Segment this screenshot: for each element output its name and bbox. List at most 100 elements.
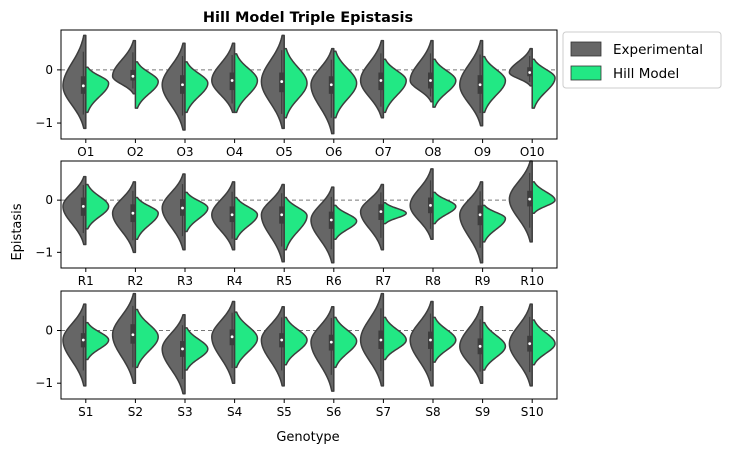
violin-experimental-O3 bbox=[161, 42, 186, 131]
violin-experimental-O6 bbox=[310, 47, 335, 135]
y-tick-label: 0 bbox=[45, 63, 53, 77]
median-experimental-R7 bbox=[379, 210, 383, 214]
median-experimental-O1 bbox=[81, 84, 85, 88]
x-tick-label-R8: R8 bbox=[425, 274, 441, 288]
violin-hill-model-S9 bbox=[481, 321, 507, 371]
violin-experimental-R8 bbox=[409, 168, 434, 241]
violin-experimental-S6 bbox=[310, 306, 335, 392]
x-tick-label-S9: S9 bbox=[475, 405, 490, 419]
median-experimental-O4 bbox=[230, 79, 234, 82]
violin-experimental-O8 bbox=[409, 39, 434, 103]
x-tick-label-R5: R5 bbox=[276, 274, 292, 288]
x-tick-label-S3: S3 bbox=[177, 405, 192, 419]
x-tick-label-S6: S6 bbox=[326, 405, 341, 419]
violin-hill-model-O3 bbox=[184, 61, 209, 114]
x-tick-label-O6: O6 bbox=[325, 145, 342, 159]
violin-hill-model-S8 bbox=[432, 316, 457, 363]
median-experimental-S9 bbox=[478, 344, 482, 348]
violin-experimental-S1 bbox=[62, 303, 87, 387]
x-tick-label-O4: O4 bbox=[226, 145, 243, 159]
x-tick-label-O9: O9 bbox=[474, 145, 491, 159]
x-tick-label-O7: O7 bbox=[375, 145, 392, 159]
x-tick-label-R10: R10 bbox=[520, 274, 544, 288]
violin-hill-model-O2 bbox=[134, 61, 159, 109]
median-experimental-S10 bbox=[528, 342, 532, 346]
violin-hill-model-R4 bbox=[233, 196, 259, 241]
median-experimental-O7 bbox=[379, 79, 383, 82]
violin-hill-model-S1 bbox=[85, 321, 110, 361]
x-axis-label: Genotype bbox=[276, 430, 339, 445]
violin-experimental-R5 bbox=[260, 183, 285, 263]
y-tick-label: 0 bbox=[45, 193, 53, 207]
median-experimental-S8 bbox=[429, 338, 432, 342]
y-tick-label: −1 bbox=[35, 245, 53, 259]
violin-hill-model-R9 bbox=[481, 204, 507, 243]
violin-hill-model-R7 bbox=[382, 202, 407, 225]
violin-hill-model-O7 bbox=[382, 58, 407, 114]
median-experimental-O5 bbox=[280, 80, 284, 83]
violin-hill-model-S2 bbox=[134, 308, 159, 369]
median-experimental-O6 bbox=[329, 83, 333, 87]
median-experimental-R2 bbox=[131, 211, 135, 215]
violin-hill-model-S3 bbox=[184, 327, 209, 371]
x-tick-label-S8: S8 bbox=[425, 405, 440, 419]
median-experimental-S7 bbox=[379, 338, 383, 342]
violin-experimental-S3 bbox=[161, 313, 186, 395]
median-experimental-O9 bbox=[478, 83, 482, 87]
median-experimental-R1 bbox=[81, 205, 85, 208]
axes-frame bbox=[60, 290, 558, 400]
median-experimental-S1 bbox=[81, 338, 85, 342]
median-experimental-S4 bbox=[230, 335, 234, 339]
median-experimental-R3 bbox=[181, 206, 184, 210]
median-experimental-R9 bbox=[478, 213, 482, 217]
x-tick-label-R7: R7 bbox=[375, 274, 391, 288]
x-tick-label-S2: S2 bbox=[128, 405, 143, 419]
violin-experimental-O2 bbox=[111, 39, 137, 95]
panel-3: S1 S2 S3 S4 S5 S6 S7 S8 S9 S10 −1 0 bbox=[35, 290, 558, 419]
panel-2: R1 R2 R3 R4 R5 R6 R7 R8 R9 R10 −1 0 bbox=[35, 160, 558, 288]
violin-experimental-S4 bbox=[211, 300, 236, 384]
y-tick-label: 0 bbox=[45, 324, 53, 338]
axes-frame bbox=[60, 29, 558, 140]
legend: Experimental Hill Model bbox=[562, 31, 722, 89]
violin-experimental-S5 bbox=[260, 306, 285, 387]
x-tick-label-S1: S1 bbox=[78, 405, 93, 419]
y-tick-label: −1 bbox=[35, 376, 53, 390]
x-tick-label-R1: R1 bbox=[78, 274, 94, 288]
x-tick-label-R4: R4 bbox=[227, 274, 243, 288]
x-tick-label-R3: R3 bbox=[177, 274, 193, 288]
legend-label-hill-model: Hill Model bbox=[613, 66, 679, 82]
violin-hill-model-O9 bbox=[481, 55, 507, 114]
violin-experimental-O5 bbox=[260, 34, 285, 130]
violin-experimental-S7 bbox=[359, 292, 385, 387]
legend-swatch-hill-model bbox=[570, 65, 602, 81]
violin-experimental-R2 bbox=[111, 181, 137, 254]
violin-experimental-O7 bbox=[359, 39, 385, 119]
violin-hill-model-R10 bbox=[531, 181, 556, 214]
violin-hill-model-R5 bbox=[283, 196, 308, 251]
violin-experimental-S9 bbox=[459, 306, 484, 384]
x-tick-label-O5: O5 bbox=[276, 145, 293, 159]
median-experimental-R6 bbox=[329, 218, 333, 222]
violin-experimental-R3 bbox=[161, 173, 186, 251]
violin-hill-model-R3 bbox=[184, 191, 209, 233]
violin-hill-model-S7 bbox=[382, 316, 407, 361]
x-tick-label-S5: S5 bbox=[277, 405, 292, 419]
violin-experimental-S10 bbox=[508, 303, 533, 387]
x-tick-label-S4: S4 bbox=[227, 405, 242, 419]
violin-experimental-O4 bbox=[211, 42, 236, 114]
median-experimental-R4 bbox=[230, 213, 234, 217]
x-tick-label-O2: O2 bbox=[127, 145, 144, 159]
violin-hill-model-O1 bbox=[85, 66, 110, 114]
violin-hill-model-R2 bbox=[134, 196, 159, 241]
median-experimental-R5 bbox=[280, 213, 284, 217]
x-tick-label-O3: O3 bbox=[176, 145, 193, 159]
violin-hill-model-R1 bbox=[85, 183, 110, 230]
violin-hill-model-S4 bbox=[233, 311, 259, 369]
violin-experimental-O1 bbox=[62, 34, 87, 130]
median-experimental-S5 bbox=[280, 338, 284, 342]
median-experimental-S3 bbox=[181, 347, 184, 351]
y-axis-label: Epistasis bbox=[10, 203, 25, 260]
violin-experimental-R1 bbox=[62, 175, 87, 246]
